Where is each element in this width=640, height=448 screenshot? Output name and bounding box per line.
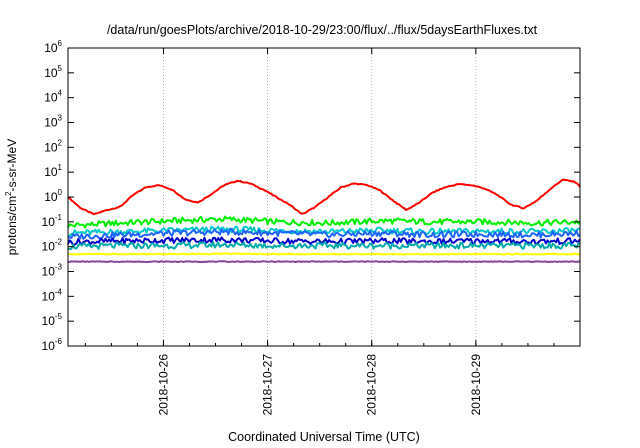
series-layer — [67, 178, 581, 263]
y-tick-label: 105 — [44, 64, 62, 80]
x-tick-label: 2018-10-26 — [156, 354, 170, 416]
series-line — [67, 178, 581, 216]
series-line — [67, 252, 581, 256]
y-tick-label: 10-4 — [42, 287, 63, 303]
x-tick-label: 2018-10-27 — [261, 354, 275, 416]
y-tick-label: 10-2 — [42, 238, 63, 254]
series-line — [67, 227, 581, 240]
x-axis: 2018-10-26 2018-10-27 2018-10-28 2018-10-29 — [84, 48, 581, 416]
y-tick-label: 104 — [44, 89, 62, 105]
y-axis-label-rest: -s-sr-MeV — [5, 139, 19, 192]
y-tick-label: 10-6 — [42, 337, 63, 353]
y-tick-label: 106 — [44, 39, 62, 55]
y-tick-label: 10-1 — [42, 213, 63, 229]
series-line — [68, 260, 581, 263]
x-tick-label: 2018-10-29 — [469, 354, 483, 416]
y-axis: 106 105 104 103 102 101 100 10-1 10-2 10-3 10-4 10-… — [42, 39, 580, 353]
y-axis-label: protons/cm2-s-sr-MeV — [4, 139, 19, 255]
x-tick-label: 2018-10-28 — [365, 354, 379, 416]
y-tick-label: 102 — [44, 138, 62, 154]
y-axis-label-superscript: 2 — [4, 191, 13, 196]
y-tick-label: 100 — [44, 188, 62, 204]
y-tick-label: 10-5 — [42, 312, 63, 328]
y-tick-label: 10-3 — [42, 263, 63, 279]
y-tick-label: 103 — [44, 114, 62, 130]
series-line — [67, 215, 581, 229]
chart-title: /data/run/goesPlots/archive/2018-10-29/2… — [107, 23, 538, 37]
y-tick-label: 101 — [44, 163, 62, 179]
x-axis-label: Coordinated Universal Time (UTC) — [228, 430, 420, 444]
y-axis-label-main: protons/cm — [5, 196, 19, 255]
series-line — [67, 236, 581, 246]
series-line — [67, 241, 581, 251]
